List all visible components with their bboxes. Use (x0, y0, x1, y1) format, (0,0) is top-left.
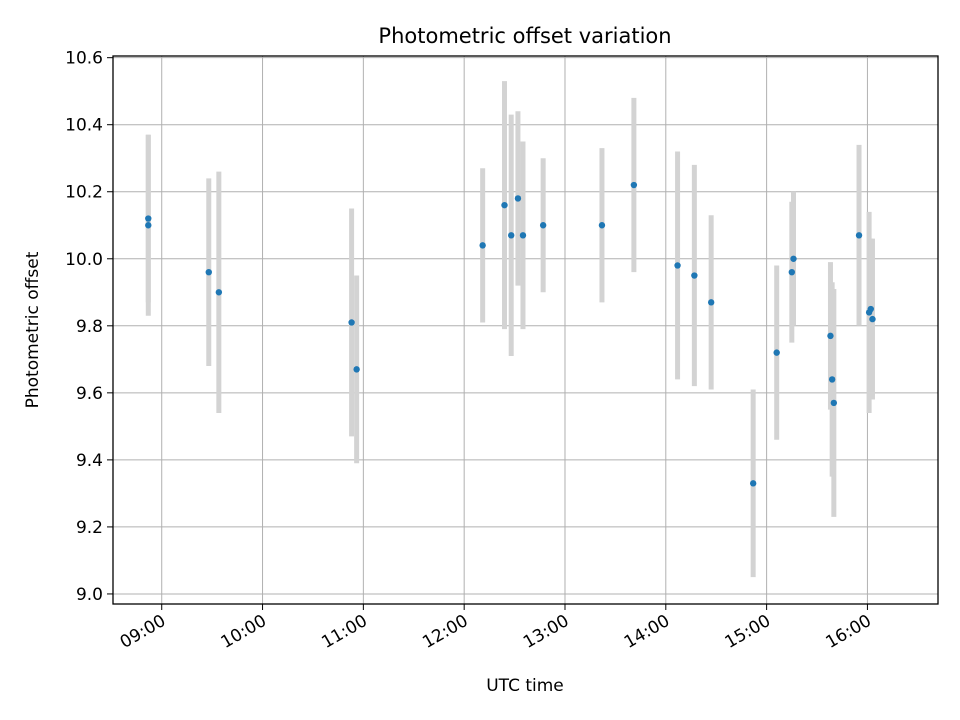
y-tick-label: 9.6 (76, 384, 103, 404)
data-point (479, 242, 486, 249)
data-point (674, 262, 681, 269)
data-point (827, 332, 834, 340)
y-tick-label: 10.4 (65, 116, 103, 136)
x-tick-label: 09:00 (117, 611, 169, 653)
x-tick-label: 10:00 (218, 611, 270, 653)
y-tick-label: 10.0 (65, 250, 103, 270)
plot-frame (112, 55, 939, 605)
data-point (514, 195, 522, 202)
grid (113, 56, 938, 604)
x-tick-label: 14:00 (621, 611, 673, 653)
chart-title: Photometric offset variation (378, 24, 671, 48)
y-tick-label: 9.8 (76, 317, 103, 337)
data-point (749, 480, 757, 487)
x-tick-label: 15:00 (722, 611, 774, 653)
data-point (790, 255, 797, 262)
data-points (145, 181, 876, 487)
data-point (353, 366, 360, 373)
y-tick-label: 10.2 (65, 183, 103, 203)
data-point (205, 268, 212, 276)
data-point (788, 268, 796, 276)
y-axis-ticks: 9.0 9.2 9.4 9.6 9.8 10.0 10.2 10.4 10.6 (65, 49, 113, 605)
y-tick-label: 9.0 (76, 585, 103, 605)
data-point (828, 376, 836, 383)
data-point (519, 232, 527, 239)
x-axis-label: UTC time (486, 676, 564, 696)
x-tick-label: 16:00 (822, 611, 874, 653)
data-point (869, 315, 876, 323)
y-tick-label: 9.4 (76, 451, 103, 471)
data-point (855, 232, 863, 239)
y-axis-label: Photometric offset (23, 251, 43, 408)
data-point (145, 222, 152, 229)
data-point (539, 222, 547, 229)
data-point (348, 319, 355, 326)
data-point (630, 181, 638, 189)
data-point (145, 215, 152, 222)
data-point (773, 349, 780, 356)
data-point (598, 222, 606, 229)
data-point (830, 399, 838, 407)
data-point (691, 272, 698, 279)
x-tick-label: 12:00 (419, 611, 471, 653)
data-point (867, 305, 874, 313)
x-tick-label: 13:00 (520, 611, 572, 653)
data-point (707, 299, 715, 306)
y-tick-label: 9.2 (76, 518, 103, 538)
data-point (215, 289, 223, 296)
data-point (508, 232, 515, 239)
x-tick-label: 11:00 (318, 611, 370, 653)
y-tick-label: 10.6 (65, 49, 103, 69)
errorbars (145, 81, 875, 578)
data-point (501, 201, 508, 209)
x-axis-ticks: 09:00 10:00 11:00 12:00 13:00 14:00 15:00 16:00 (117, 604, 875, 653)
